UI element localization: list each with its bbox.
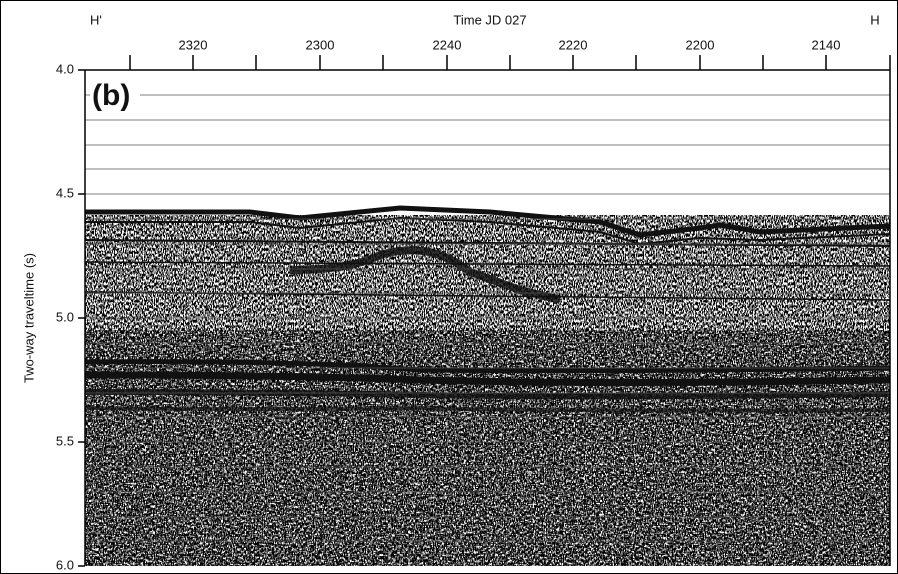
x-tick-label: 2200 [686, 37, 715, 52]
time-lines [85, 94, 890, 542]
panel-label: (b) [92, 79, 130, 112]
y-axis-title: Two-way traveltime (s) [21, 253, 36, 383]
left-ticks [78, 69, 85, 567]
y-tick-label: 5.0 [56, 309, 74, 324]
x-tick-label: 2220 [559, 37, 588, 52]
reflectors [85, 205, 890, 413]
panel-label-bg [90, 78, 140, 114]
top-title: Time JD 027 [453, 12, 526, 27]
noise [85, 330, 890, 566]
y-tick-label: 4.0 [56, 61, 74, 76]
y-tick-label: 5.5 [56, 433, 74, 448]
seismic-section [85, 94, 890, 566]
x-tick-label: 2300 [306, 37, 335, 52]
x-tick-label: 2320 [179, 37, 208, 52]
right-end-label: H [870, 12, 879, 27]
x-tick-label: 2240 [433, 37, 462, 52]
y-tick-label: 6.0 [56, 557, 74, 572]
y-tick-label: 4.5 [56, 185, 74, 200]
left-end-label: H' [90, 12, 102, 27]
top-ticks [129, 55, 827, 70]
x-tick-label: 2140 [812, 37, 841, 52]
